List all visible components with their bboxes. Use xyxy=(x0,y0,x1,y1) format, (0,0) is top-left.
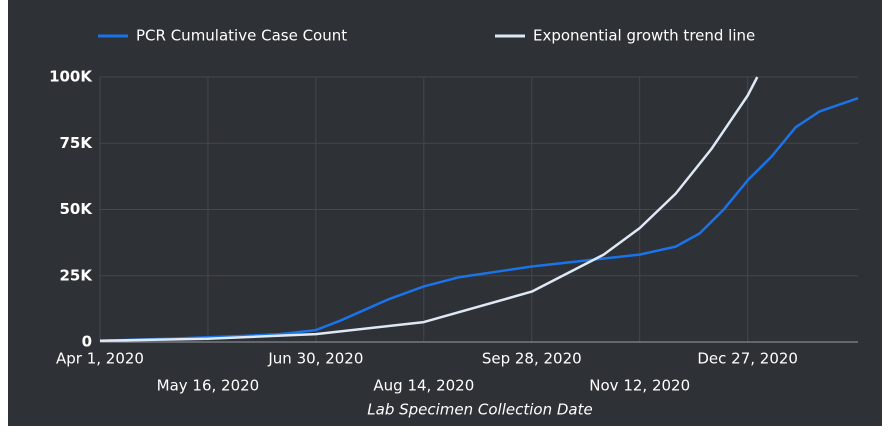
series-line xyxy=(99,97,859,342)
x-tick-label: Sep 28, 2020 xyxy=(482,350,582,368)
legend-label: Exponential growth trend line xyxy=(533,27,755,45)
y-tick-label: 0 xyxy=(82,333,92,351)
chart-background xyxy=(8,0,882,426)
y-tick-label: 25K xyxy=(60,266,94,284)
x-tick-label: Apr 1, 2020 xyxy=(56,350,144,368)
x-tick-label: Aug 14, 2020 xyxy=(373,377,474,395)
x-tick-label: Nov 12, 2020 xyxy=(589,377,690,395)
x-axis-label: Lab Specimen Collection Date xyxy=(367,401,592,419)
x-tick-label: Jun 30, 2020 xyxy=(267,350,363,368)
x-tick-label: Dec 27, 2020 xyxy=(697,350,798,368)
y-tick-label: 100K xyxy=(49,68,93,86)
legend-label: PCR Cumulative Case Count xyxy=(136,27,347,45)
x-tick-label: May 16, 2020 xyxy=(157,377,260,395)
y-tick-label: 75K xyxy=(60,134,94,152)
y-tick-label: 50K xyxy=(60,200,94,218)
series-line xyxy=(99,76,759,342)
